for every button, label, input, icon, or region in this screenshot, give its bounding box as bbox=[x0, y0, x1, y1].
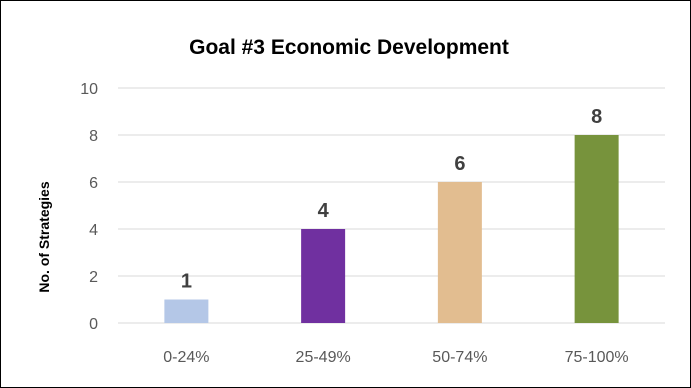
data-label: 8 bbox=[591, 106, 602, 128]
y-tick-label: 0 bbox=[89, 316, 98, 333]
bar-75-100% bbox=[574, 135, 619, 323]
y-tick-label: 8 bbox=[89, 128, 98, 145]
y-tick-label: 6 bbox=[89, 175, 98, 192]
x-tick-label: 50-74% bbox=[432, 349, 487, 366]
bar-25-49% bbox=[301, 229, 346, 323]
x-tick-label: 25-49% bbox=[296, 349, 351, 366]
y-axis-ticks: 0 2 4 6 8 10 bbox=[80, 81, 98, 333]
bars bbox=[164, 135, 619, 323]
x-tick-label: 75-100% bbox=[565, 349, 629, 366]
chart-title: Goal #3 Economic Development bbox=[189, 36, 509, 59]
y-axis-label: No. of Strategies bbox=[36, 181, 52, 292]
bar-50-74% bbox=[437, 182, 482, 323]
y-tick-label: 2 bbox=[89, 269, 98, 286]
data-label: 4 bbox=[318, 200, 330, 222]
x-axis-ticks: 0-24% 25-49% 50-74% 75-100% bbox=[163, 349, 628, 366]
data-label: 6 bbox=[454, 153, 465, 175]
data-label: 1 bbox=[181, 271, 192, 293]
y-tick-label: 10 bbox=[80, 81, 98, 98]
gridlines bbox=[118, 87, 665, 324]
y-tick-label: 4 bbox=[89, 222, 98, 239]
x-tick-label: 0-24% bbox=[163, 349, 209, 366]
bar-0-24% bbox=[164, 299, 209, 323]
data-labels: 1 4 6 8 bbox=[181, 106, 602, 293]
